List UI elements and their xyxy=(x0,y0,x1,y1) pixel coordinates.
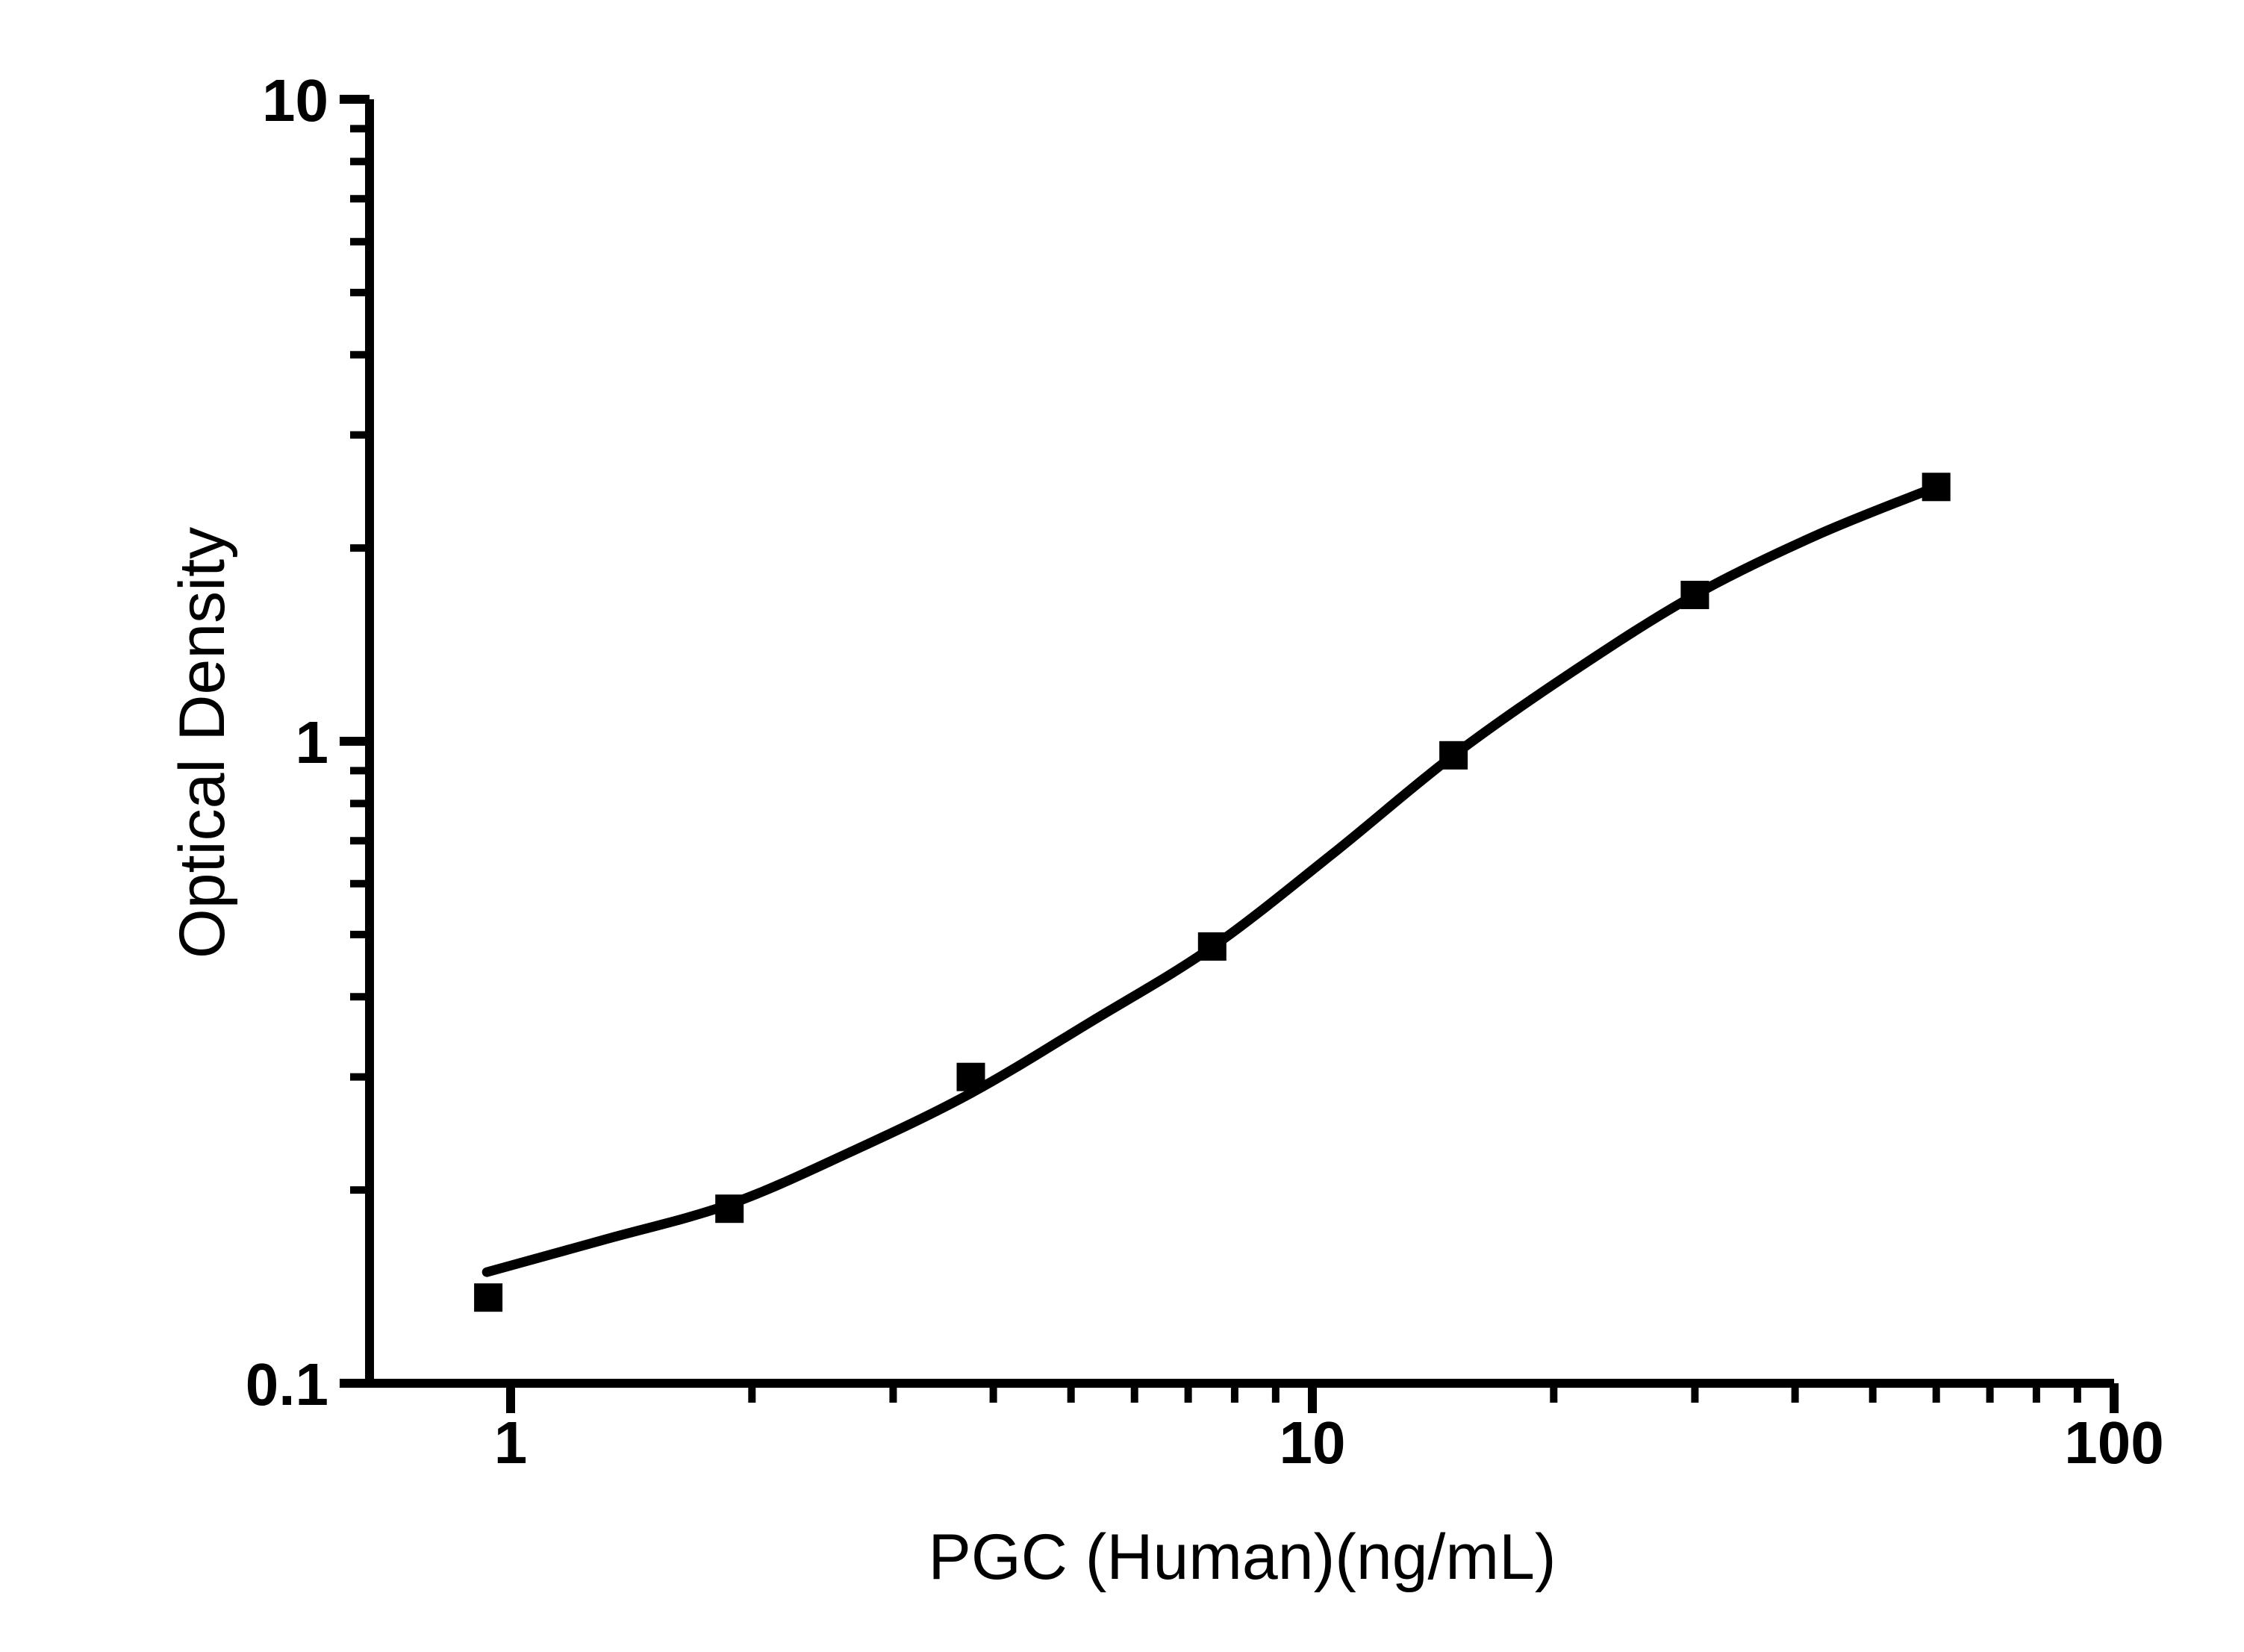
y-tick-label: 10 xyxy=(262,67,328,134)
y-axis-title: Optical Density xyxy=(166,527,238,959)
data-point-marker xyxy=(1197,932,1227,961)
data-point-marker xyxy=(1439,741,1468,770)
x-tick-label: 1 xyxy=(494,1409,528,1476)
data-point-marker xyxy=(956,1062,985,1091)
x-tick-label: 100 xyxy=(2064,1409,2163,1476)
x-axis-title: PGC (Human)(ng/mL) xyxy=(928,1521,1556,1593)
data-point-marker xyxy=(715,1194,744,1224)
y-tick-label: 0.1 xyxy=(246,1351,328,1418)
x-tick-label: 10 xyxy=(1280,1409,1346,1476)
data-point-marker xyxy=(474,1283,503,1312)
axis-frame xyxy=(365,99,2114,1388)
data-point-marker xyxy=(1680,581,1710,609)
y-tick-label: 1 xyxy=(296,709,329,776)
standard-curve-line xyxy=(481,481,1942,1277)
data-point-marker xyxy=(1922,473,1951,502)
